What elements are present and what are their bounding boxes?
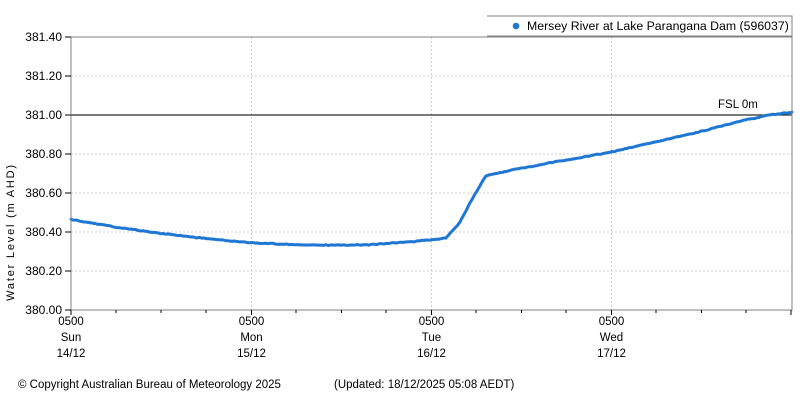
svg-text:15/12: 15/12 [237, 348, 266, 360]
svg-text:0500: 0500 [58, 316, 84, 328]
svg-text:380.60: 380.60 [25, 186, 62, 200]
svg-text:17/12: 17/12 [597, 348, 626, 360]
svg-text:14/12: 14/12 [57, 348, 86, 360]
svg-text:380.40: 380.40 [25, 225, 62, 239]
svg-text:380.20: 380.20 [25, 264, 62, 278]
svg-text:380.00: 380.00 [25, 303, 62, 317]
svg-text:Water Level (m AHD): Water Level (m AHD) [5, 163, 17, 301]
svg-text:Mon: Mon [240, 332, 262, 344]
svg-text:Wed: Wed [600, 332, 623, 344]
svg-text:0500: 0500 [239, 316, 265, 328]
svg-text:Sun: Sun [61, 332, 81, 344]
svg-text:© Copyright Australian Bureau: © Copyright Australian Bureau of Meteoro… [18, 379, 281, 391]
svg-text:381.40: 381.40 [25, 30, 62, 44]
svg-text:16/12: 16/12 [417, 348, 446, 360]
svg-text:380.80: 380.80 [25, 147, 62, 161]
svg-text:381.00: 381.00 [25, 108, 62, 122]
svg-text:Tue: Tue [422, 332, 441, 344]
svg-text:Mersey River at Lake Parangana: Mersey River at Lake Parangana Dam (5960… [527, 19, 789, 33]
svg-text:0500: 0500 [599, 316, 625, 328]
svg-text:381.20: 381.20 [25, 69, 62, 83]
svg-text:(Updated: 18/12/2025 05:08 AED: (Updated: 18/12/2025 05:08 AEDT) [334, 379, 514, 391]
svg-text:FSL 0m: FSL 0m [718, 99, 758, 111]
svg-text:0500: 0500 [419, 316, 445, 328]
